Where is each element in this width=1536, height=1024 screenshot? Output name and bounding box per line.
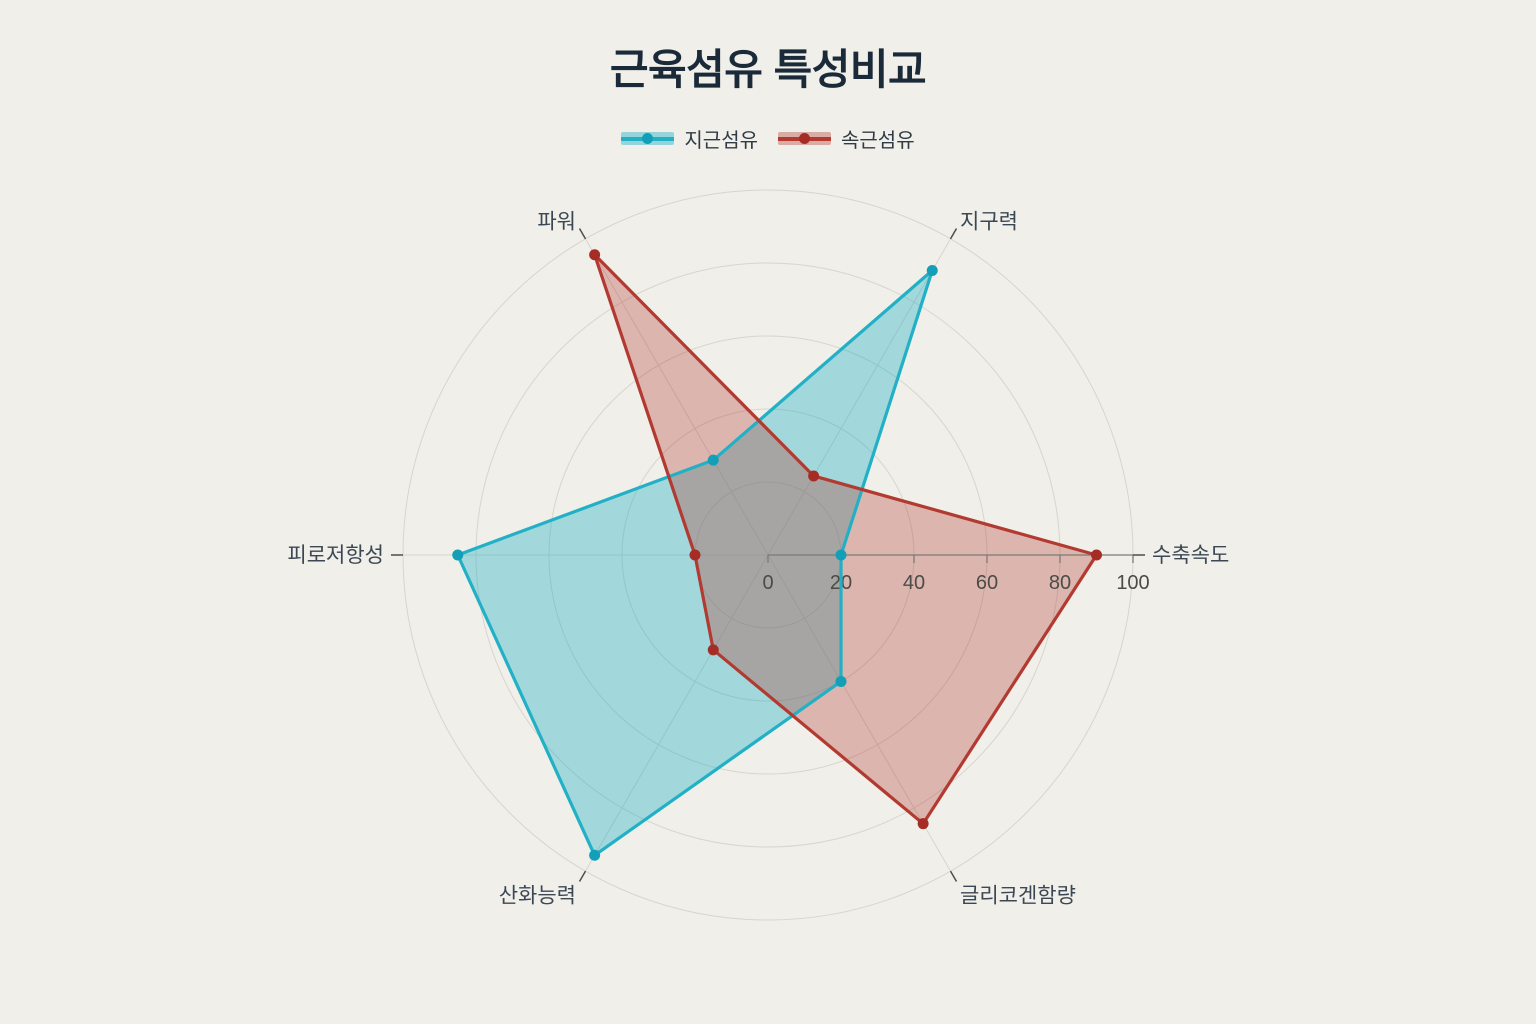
- axis-label-3: 피로저항성: [287, 544, 384, 567]
- data-point-1-1[interactable]: [808, 470, 820, 482]
- axis-label-5: 글리코겐함량: [960, 885, 1076, 908]
- axis-label-0: 수축속도: [1152, 544, 1229, 567]
- data-point-0-2[interactable]: [707, 454, 719, 466]
- radial-tick-label: 80: [1049, 572, 1071, 594]
- legend-marker-fast-twitch-icon: [778, 132, 831, 145]
- radial-axis: 0 20 40 60 80 100: [762, 554, 1150, 594]
- data-point-0-0[interactable]: [835, 549, 847, 561]
- data-point-1-3[interactable]: [689, 549, 701, 561]
- axis-spoke: [767, 238, 951, 556]
- axis-label-4: 산화능력: [499, 885, 576, 908]
- axis-end-tick: [578, 870, 587, 882]
- legend-item-fast-twitch[interactable]: 속근섬유: [778, 124, 915, 153]
- data-point-0-5[interactable]: [835, 675, 847, 687]
- legend-label-fast-twitch: 속근섬유: [841, 130, 915, 152]
- data-point-1-4[interactable]: [707, 644, 719, 656]
- series-0: [452, 265, 938, 861]
- axis-end-tick: [949, 228, 958, 240]
- axis-spoke: [767, 554, 951, 872]
- radial-tick-label: 100: [1116, 572, 1149, 594]
- axis-label-2: 파워: [537, 210, 576, 233]
- data-point-0-4[interactable]: [589, 849, 601, 861]
- radial-tick-label: 0: [762, 572, 773, 594]
- axis-spoke: [585, 554, 769, 872]
- data-point-1-5[interactable]: [917, 818, 929, 830]
- radial-tick-label: 60: [976, 572, 998, 594]
- data-point-0-3[interactable]: [452, 549, 464, 561]
- legend-marker-slow-twitch-icon: [621, 132, 675, 145]
- data-point-0-1[interactable]: [926, 265, 938, 277]
- chart-title: 근육섬유 특성비교: [609, 46, 927, 93]
- series-1: [589, 249, 1102, 830]
- legend-label-slow-twitch: 지근섬유: [684, 130, 758, 152]
- legend-item-slow-twitch[interactable]: 지근섬유: [621, 124, 758, 153]
- legend: 지근섬유 속근섬유: [0, 124, 1536, 153]
- axis-spoke: [585, 238, 769, 556]
- axis-end-tick: [578, 228, 587, 240]
- data-point-1-2[interactable]: [589, 249, 601, 261]
- axis-end-tick: [949, 870, 958, 882]
- data-point-1-0[interactable]: [1091, 549, 1102, 561]
- axis-label-1: 지구력: [960, 210, 1018, 233]
- radial-tick-label: 40: [903, 572, 925, 594]
